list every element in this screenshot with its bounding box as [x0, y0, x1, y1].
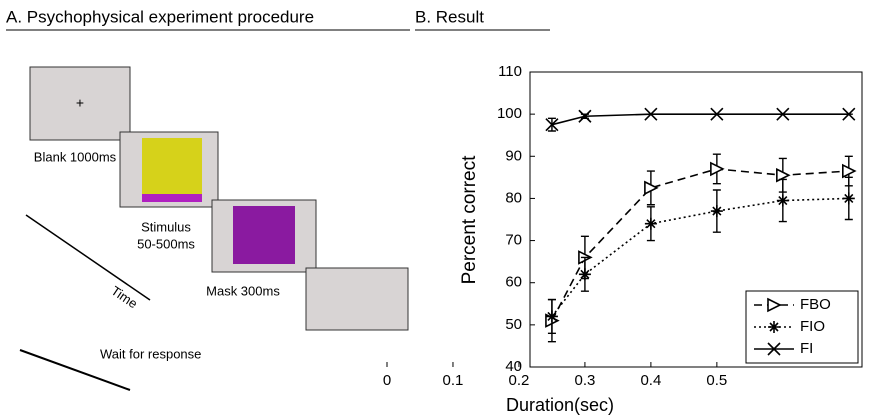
wait-label: Wait for response [100, 346, 201, 361]
marker [578, 109, 592, 123]
marker [842, 192, 855, 205]
marker [842, 163, 857, 179]
legend-label: FI [800, 340, 813, 357]
marker [710, 205, 723, 218]
legend: FBO FIO FI [745, 290, 859, 364]
x-tick-label: 0 [383, 372, 391, 389]
x-tick-label: 0.4 [640, 372, 661, 389]
legend-label: FBO [800, 296, 831, 313]
mask-image [233, 206, 295, 264]
chart: 40 50 60 70 80 90 100 110 0 0.1 0.2 0.3 0.4 0.5 Durati… [383, 63, 863, 415]
marker [644, 180, 659, 196]
marker [776, 167, 791, 183]
blank-label: Blank 1000ms [34, 149, 117, 164]
time-arrow [25, 214, 151, 301]
marker [710, 161, 725, 177]
legend-label: FIO [800, 318, 825, 335]
marker [776, 107, 790, 121]
time-label: Time [108, 283, 140, 311]
x-tick-label: 0.3 [574, 372, 595, 389]
y-axis-label: Percent correct [459, 155, 480, 285]
y-tick-label: 70 [505, 232, 522, 249]
y-tick-label: 60 [505, 274, 522, 291]
y-tick-label: 40 [505, 358, 522, 375]
x-axis-label: Duration(sec) [506, 395, 614, 415]
plot-frame [529, 71, 863, 368]
blank-frame [29, 66, 131, 141]
stimulus-image [142, 138, 202, 194]
panel-a: A. Psychophysical experiment procedure +… [6, 7, 410, 391]
marker [578, 268, 591, 281]
marker [767, 297, 782, 313]
marker [768, 321, 780, 333]
series-line [551, 197, 849, 317]
x-tick-label: 0.1 [443, 372, 464, 389]
response-frame [305, 267, 409, 331]
y-tick-label: 100 [497, 105, 522, 122]
stimulus-strip [142, 194, 202, 202]
marker [644, 217, 657, 230]
x-tick-label: 0.5 [706, 372, 727, 389]
time-arrow-tail [19, 349, 131, 391]
y-tick-label: 50 [505, 316, 522, 333]
series-line [551, 113, 849, 126]
marker [842, 107, 856, 121]
mask-label: Mask 300ms [206, 283, 280, 298]
marker [644, 107, 658, 121]
panel-title: B. Result [415, 7, 484, 26]
panel-title: A. Psychophysical experiment procedure [6, 7, 314, 26]
marker [545, 310, 558, 323]
stimulus-label: 50-500ms [137, 236, 195, 251]
y-tick-label: 110 [498, 63, 522, 80]
stimulus-label: Stimulus [141, 219, 191, 234]
marker [776, 194, 789, 207]
marker [767, 342, 781, 356]
y-tick-label: 90 [505, 147, 522, 164]
y-tick-label: 80 [505, 189, 522, 206]
x-tick-label: 0.2 [509, 372, 530, 389]
marker [545, 118, 559, 132]
marker [710, 107, 724, 121]
fixation: + [76, 95, 84, 111]
series-line [551, 168, 849, 322]
